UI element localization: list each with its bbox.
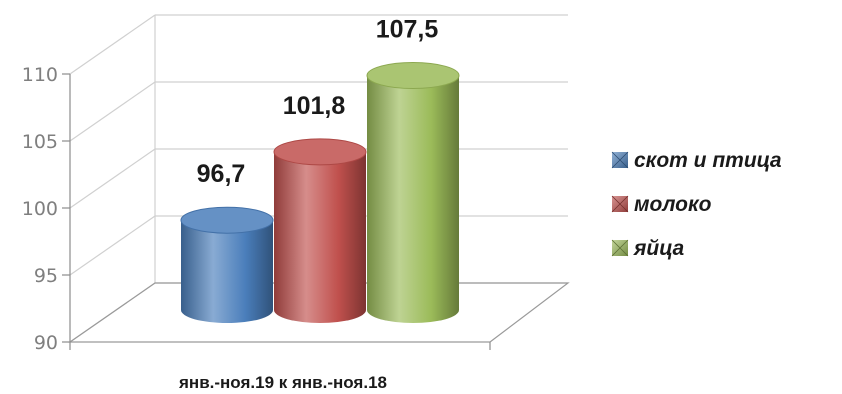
legend-swatch-bevel	[611, 195, 629, 213]
data-label: 96,7	[197, 160, 246, 188]
legend-label: скот и птица	[634, 149, 782, 172]
legend-swatch-bevel	[611, 239, 629, 257]
y-tick-label: 95	[34, 265, 58, 287]
bar-top	[366, 62, 460, 89]
data-label: 107,5	[376, 16, 439, 44]
legend: скот и птица молоко яйца	[611, 149, 782, 260]
bar-top	[180, 206, 274, 234]
y-tick-label: 100	[22, 198, 58, 220]
legend-item: скот и птица	[611, 149, 782, 172]
bars	[180, 62, 460, 323]
legend-swatch-bevel	[611, 151, 629, 169]
y-tick-label: 105	[22, 131, 58, 153]
side-gridline	[69, 148, 156, 209]
bar-top	[273, 138, 367, 166]
bar-3	[366, 62, 460, 323]
x-category-label: янв.-ноя.19 к янв.-ноя.18	[178, 373, 387, 392]
data-label: 101,8	[283, 92, 346, 120]
side-gridline	[69, 215, 156, 276]
y-tick-label: 110	[22, 64, 58, 86]
bar-body	[274, 151, 366, 323]
side-gridline	[69, 81, 156, 142]
legend-label: молоко	[634, 193, 712, 216]
bar-body	[367, 75, 459, 323]
bar-1	[180, 206, 274, 323]
y-tick-label: 90	[34, 332, 58, 354]
bar-2	[273, 138, 367, 323]
floor	[68, 282, 570, 343]
side-gridline	[69, 14, 156, 75]
legend-label: яйца	[633, 237, 684, 260]
legend-item: яйца	[611, 237, 684, 260]
legend-item: молоко	[611, 193, 712, 216]
bar-body	[181, 220, 273, 323]
axes: 90 95 100 105 110	[22, 64, 570, 354]
data-labels: 96,7 101,8 107,5	[197, 16, 439, 189]
